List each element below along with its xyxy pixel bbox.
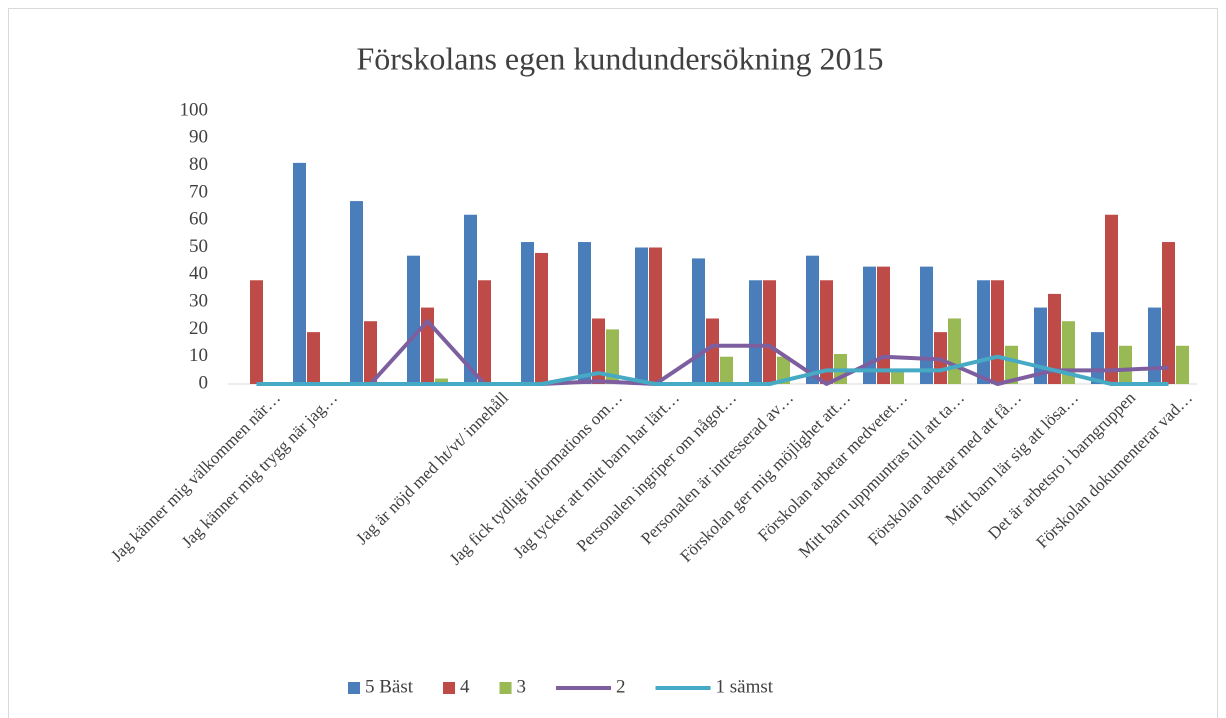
y-tick-label: 100 xyxy=(180,99,209,120)
bar xyxy=(250,280,263,384)
legend-swatch xyxy=(348,682,360,694)
bar xyxy=(991,280,1004,384)
y-tick-label: 70 xyxy=(189,181,208,202)
bar xyxy=(606,329,619,384)
bar xyxy=(777,356,790,384)
bar xyxy=(1105,214,1118,384)
y-tick-label: 0 xyxy=(199,372,209,393)
y-tick-label: 40 xyxy=(189,263,208,284)
y-tick-label: 50 xyxy=(189,236,208,257)
bar xyxy=(364,321,377,384)
bar xyxy=(977,280,990,384)
bar xyxy=(464,214,477,384)
bar xyxy=(635,247,648,384)
bar xyxy=(1119,345,1132,384)
line xyxy=(256,319,1169,386)
y-tick-label: 60 xyxy=(189,209,208,230)
bar xyxy=(763,280,776,384)
legend-label: 1 sämst xyxy=(716,676,774,697)
y-tick-label: 80 xyxy=(189,154,208,175)
bar xyxy=(592,318,605,384)
bar xyxy=(706,318,719,384)
y-tick-label: 30 xyxy=(189,290,208,311)
bar xyxy=(749,280,762,384)
bar xyxy=(435,378,448,384)
bar xyxy=(1048,293,1061,384)
bar xyxy=(920,266,933,384)
bar xyxy=(1176,345,1189,384)
legend-label: 2 xyxy=(616,676,626,697)
bar xyxy=(692,258,705,384)
bar xyxy=(421,307,434,384)
legend-swatch xyxy=(499,682,512,694)
bar xyxy=(877,266,890,384)
legend-label: 3 xyxy=(517,676,527,697)
bar xyxy=(806,255,819,384)
y-tick-label: 10 xyxy=(189,345,208,366)
bar xyxy=(293,162,306,384)
bar xyxy=(948,318,961,384)
legend-label: 4 xyxy=(460,676,470,697)
bar xyxy=(578,242,591,384)
line xyxy=(256,354,1169,386)
y-tick-label: 90 xyxy=(189,127,208,148)
bar xyxy=(478,280,491,384)
bar xyxy=(1062,321,1075,384)
y-tick-label: 20 xyxy=(189,318,208,339)
legend-label: 5 Bäst xyxy=(365,676,414,697)
bar xyxy=(720,356,733,384)
bar xyxy=(891,370,904,384)
bar xyxy=(1148,307,1161,384)
bar xyxy=(521,242,534,384)
bar xyxy=(350,201,363,384)
bar xyxy=(863,266,876,384)
chart-title: Förskolans egen kundundersökning 2015 xyxy=(356,40,883,76)
bar xyxy=(1091,332,1104,384)
bar xyxy=(820,280,833,384)
bar xyxy=(535,252,548,384)
bar xyxy=(649,247,662,384)
bar xyxy=(307,332,320,384)
legend-swatch xyxy=(443,682,456,694)
bar xyxy=(407,255,420,384)
bar xyxy=(1162,242,1175,384)
bar xyxy=(1005,345,1018,384)
